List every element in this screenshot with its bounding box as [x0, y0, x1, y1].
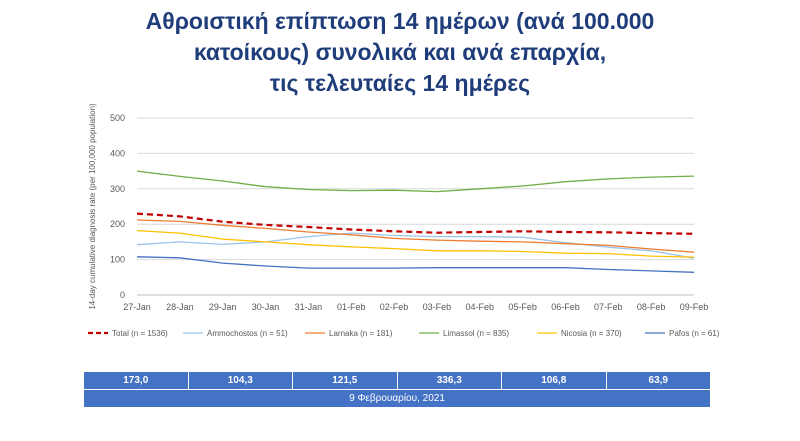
x-tick-label: 05-Feb: [508, 302, 537, 312]
series-line-2: [136, 219, 695, 253]
summary-value-ammochostos: 104,3: [189, 372, 293, 389]
x-tick-label: 28-Jan: [166, 302, 194, 312]
x-tick-label: 06-Feb: [551, 302, 580, 312]
series-line-3: [136, 170, 695, 193]
line-chart: 0 100 200 300 400 500 27-Jan 28-Jan 29-Jan 30-Ja…: [88, 103, 720, 338]
summary-value-larnaka: 121,5: [293, 372, 398, 389]
summary-value-nicosia: 106,8: [502, 372, 607, 389]
y-tick-label: 400: [110, 148, 125, 158]
y-tick-label: 200: [110, 219, 125, 229]
series-line-5: [136, 256, 695, 273]
chart-title-line-1: Αθροιστική επίπτωση 14 ημέρων (ανά 100.0…: [145, 8, 655, 34]
x-tick-label: 09-Feb: [680, 302, 709, 312]
x-tick-label: 04-Feb: [466, 302, 495, 312]
summary-values-row: 173,0 104,3 121,5 336,3 106,8 63,9: [84, 372, 710, 389]
y-tick-label: 100: [110, 255, 125, 265]
chart-series: [136, 170, 695, 273]
chart-gridlines: [137, 117, 694, 296]
series-line-4: [136, 229, 695, 258]
y-tick-label: 500: [110, 113, 125, 123]
x-tick-label: 02-Feb: [380, 302, 409, 312]
legend-label: Nicosia (n = 370): [561, 329, 622, 338]
y-axis-ticks: 0 100 200 300 400 500: [110, 113, 125, 300]
x-tick-label: 08-Feb: [637, 302, 666, 312]
x-tick-label: 27-Jan: [123, 302, 151, 312]
x-tick-label: 29-Jan: [209, 302, 237, 312]
y-tick-label: 0: [120, 290, 125, 300]
series-line-0: [136, 212, 695, 235]
x-tick-label: 31-Jan: [295, 302, 323, 312]
chart-legend: Total (n = 1536) Ammochostos (n = 51) Larn…: [88, 329, 720, 338]
x-tick-label: 03-Feb: [423, 302, 452, 312]
legend-label: Ammochostos (n = 51): [207, 329, 288, 338]
summary-value-pafos: 63,9: [648, 375, 668, 386]
legend-label: Total (n = 1536): [112, 329, 168, 338]
series-line-1: [136, 232, 695, 259]
y-tick-label: 300: [110, 184, 125, 194]
y-axis-label: 14-day cumulative diagnosis rate (per 10…: [88, 103, 97, 310]
summary-value-total: 173,0: [84, 372, 189, 389]
x-tick-label: 30-Jan: [252, 302, 280, 312]
x-tick-label: 01-Feb: [337, 302, 366, 312]
legend-label: Limassol (n = 835): [443, 329, 509, 338]
chart-title-line-2: κατοίκους) συνολικά και ανά επαρχία,: [193, 39, 607, 65]
summary-date: 9 Φεβρουαρίου, 2021: [84, 390, 710, 407]
chart-title-line-3: τις τελευταίες 14 ημέρες: [269, 70, 531, 96]
legend-label: Larnaka (n = 181): [329, 329, 393, 338]
x-tick-label: 07-Feb: [594, 302, 623, 312]
chart-title: Αθροιστική επίπτωση 14 ημέρων (ανά 100.0…: [0, 6, 800, 99]
summary-value-limassol: 336,3: [398, 372, 502, 389]
legend-label: Pafos (n = 61): [669, 329, 720, 338]
x-axis-ticks: 27-Jan 28-Jan 29-Jan 30-Jan 31-Jan 01-Feb 02-F…: [123, 302, 708, 312]
